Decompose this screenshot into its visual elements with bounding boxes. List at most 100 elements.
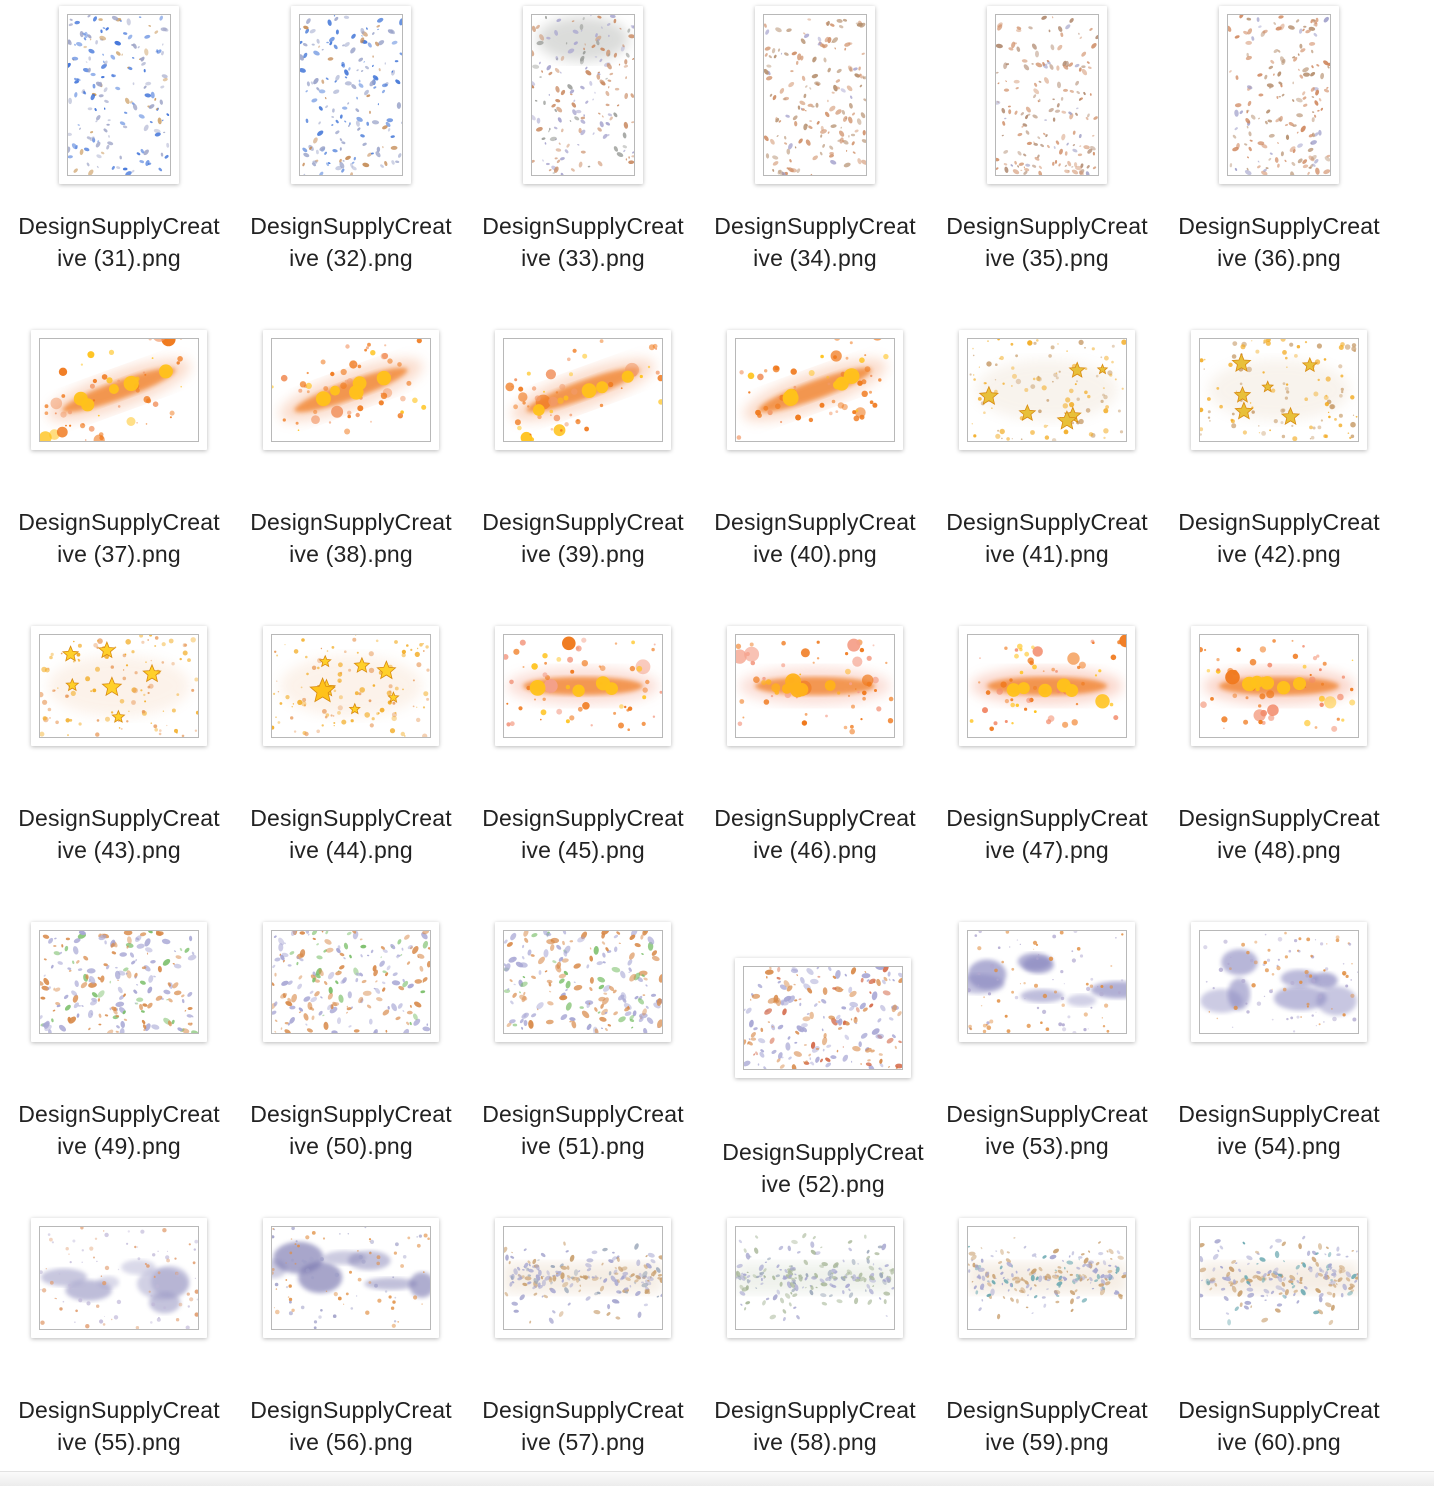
file-item[interactable]: DesignSupplyCreat ive (40).png — [699, 296, 931, 592]
file-thumbnail[interactable] — [495, 922, 671, 1042]
file-item[interactable]: DesignSupplyCreat ive (46).png — [699, 592, 931, 888]
file-thumbnail[interactable] — [727, 330, 903, 450]
file-item[interactable]: DesignSupplyCreat ive (31).png — [3, 0, 235, 296]
file-item[interactable]: DesignSupplyCreat ive (57).png — [467, 1184, 699, 1480]
file-name-label[interactable]: DesignSupplyCreat ive (60).png — [1163, 1394, 1395, 1458]
file-item[interactable]: DesignSupplyCreat ive (42).png — [1163, 296, 1395, 592]
file-item[interactable]: DesignSupplyCreat ive (49).png — [3, 888, 235, 1184]
file-item[interactable]: DesignSupplyCreat ive (51).png — [467, 888, 699, 1184]
file-item[interactable]: DesignSupplyCreat ive (44).png — [235, 592, 467, 888]
file-item[interactable]: DesignSupplyCreat ive (60).png — [1163, 1184, 1395, 1480]
file-thumbnail[interactable] — [1191, 922, 1367, 1042]
file-item[interactable]: DesignSupplyCreat ive (50).png — [235, 888, 467, 1184]
file-name-label[interactable]: DesignSupplyCreat ive (55).png — [3, 1394, 235, 1458]
file-name-label[interactable]: DesignSupplyCreat ive (43).png — [3, 802, 235, 866]
image-preview — [735, 338, 895, 442]
file-name-label[interactable]: DesignSupplyCreat ive (51).png — [467, 1098, 699, 1162]
file-name-label[interactable]: DesignSupplyCreat ive (34).png — [699, 210, 931, 274]
file-name-label[interactable]: DesignSupplyCreat ive (33).png — [467, 210, 699, 274]
file-thumbnail[interactable] — [735, 958, 911, 1078]
file-thumbnail[interactable] — [523, 6, 643, 184]
file-thumbnail[interactable] — [987, 6, 1107, 184]
file-item[interactable]: DesignSupplyCreat ive (35).png — [931, 0, 1163, 296]
file-name-label[interactable]: DesignSupplyCreat ive (37).png — [3, 506, 235, 570]
file-item[interactable]: DesignSupplyCreat ive (36).png — [1163, 0, 1395, 296]
file-thumbnail[interactable] — [263, 626, 439, 746]
file-name-line: ive (41).png — [985, 541, 1109, 567]
file-item[interactable]: DesignSupplyCreat ive (58).png — [699, 1184, 931, 1480]
file-item[interactable]: DesignSupplyCreat ive (39).png — [467, 296, 699, 592]
file-item[interactable]: DesignSupplyCreat ive (38).png — [235, 296, 467, 592]
file-thumbnail[interactable] — [959, 922, 1135, 1042]
file-item[interactable]: DesignSupplyCreat ive (43).png — [3, 592, 235, 888]
file-name-label[interactable]: DesignSupplyCreat ive (54).png — [1163, 1098, 1395, 1162]
file-name-label[interactable]: DesignSupplyCreat ive (45).png — [467, 802, 699, 866]
file-item[interactable]: DesignSupplyCreat ive (45).png — [467, 592, 699, 888]
file-name-label[interactable]: DesignSupplyCreat ive (59).png — [931, 1394, 1163, 1458]
file-item[interactable]: DesignSupplyCreat ive (55).png — [3, 1184, 235, 1480]
file-thumbnail[interactable] — [31, 1218, 207, 1338]
file-item[interactable]: DesignSupplyCreat ive (56).png — [235, 1184, 467, 1480]
image-preview — [1199, 1226, 1359, 1330]
file-thumbnail[interactable] — [1191, 330, 1367, 450]
file-item[interactable]: DesignSupplyCreat ive (33).png — [467, 0, 699, 296]
file-thumbnail[interactable] — [755, 6, 875, 184]
file-item[interactable]: DesignSupplyCreat ive (52).png — [699, 888, 931, 1197]
file-thumbnail[interactable] — [495, 330, 671, 450]
file-name-label[interactable]: DesignSupplyCreat ive (49).png — [3, 1098, 235, 1162]
file-item[interactable]: DesignSupplyCreat ive (32).png — [235, 0, 467, 296]
file-name-label[interactable]: DesignSupplyCreat ive (42).png — [1163, 506, 1395, 570]
file-thumbnail[interactable] — [263, 922, 439, 1042]
file-thumbnail[interactable] — [1219, 6, 1339, 184]
file-thumbnail[interactable] — [1191, 626, 1367, 746]
file-thumbnail[interactable] — [1191, 1218, 1367, 1338]
file-name-label[interactable]: DesignSupplyCreat ive (57).png — [467, 1394, 699, 1458]
file-thumbnail[interactable] — [959, 330, 1135, 450]
file-name-label[interactable]: DesignSupplyCreat ive (40).png — [699, 506, 931, 570]
file-item[interactable]: DesignSupplyCreat ive (48).png — [1163, 592, 1395, 888]
file-thumbnail[interactable] — [291, 6, 411, 184]
file-item[interactable]: DesignSupplyCreat ive (37).png — [3, 296, 235, 592]
file-name-line: ive (58).png — [753, 1429, 877, 1455]
file-thumbnail[interactable] — [959, 626, 1135, 746]
file-name-label[interactable]: DesignSupplyCreat ive (48).png — [1163, 802, 1395, 866]
image-preview — [39, 634, 199, 738]
file-thumbnail[interactable] — [31, 922, 207, 1042]
file-name-line: DesignSupplyCreat — [18, 805, 220, 831]
file-name-label[interactable]: DesignSupplyCreat ive (50).png — [235, 1098, 467, 1162]
file-thumbnail[interactable] — [495, 1218, 671, 1338]
file-name-line: ive (60).png — [1217, 1429, 1341, 1455]
file-thumbnail[interactable] — [263, 1218, 439, 1338]
file-thumbnail[interactable] — [959, 1218, 1135, 1338]
file-thumbnail[interactable] — [495, 626, 671, 746]
file-item[interactable]: DesignSupplyCreat ive (53).png — [931, 888, 1163, 1184]
file-thumbnail[interactable] — [263, 330, 439, 450]
file-name-label[interactable]: DesignSupplyCreat ive (52).png — [707, 1136, 939, 1200]
file-item[interactable]: DesignSupplyCreat ive (34).png — [699, 0, 931, 296]
file-thumbnail[interactable] — [727, 626, 903, 746]
file-name-label[interactable]: DesignSupplyCreat ive (31).png — [3, 210, 235, 274]
file-name-line: ive (54).png — [1217, 1133, 1341, 1159]
file-name-label[interactable]: DesignSupplyCreat ive (39).png — [467, 506, 699, 570]
file-thumbnail[interactable] — [59, 6, 179, 184]
file-name-label[interactable]: DesignSupplyCreat ive (35).png — [931, 210, 1163, 274]
file-item[interactable]: DesignSupplyCreat ive (41).png — [931, 296, 1163, 592]
file-thumbnail[interactable] — [31, 626, 207, 746]
file-thumbnail[interactable] — [727, 1218, 903, 1338]
file-name-label[interactable]: DesignSupplyCreat ive (38).png — [235, 506, 467, 570]
file-thumbnail[interactable] — [31, 330, 207, 450]
file-item[interactable]: DesignSupplyCreat ive (47).png — [931, 592, 1163, 888]
file-name-label[interactable]: DesignSupplyCreat ive (41).png — [931, 506, 1163, 570]
file-name-label[interactable]: DesignSupplyCreat ive (32).png — [235, 210, 467, 274]
file-name-label[interactable]: DesignSupplyCreat ive (46).png — [699, 802, 931, 866]
file-item[interactable]: DesignSupplyCreat ive (54).png — [1163, 888, 1395, 1184]
file-name-line: DesignSupplyCreat — [250, 1101, 452, 1127]
image-preview — [967, 634, 1127, 738]
file-name-label[interactable]: DesignSupplyCreat ive (58).png — [699, 1394, 931, 1458]
file-item[interactable]: DesignSupplyCreat ive (59).png — [931, 1184, 1163, 1480]
file-name-label[interactable]: DesignSupplyCreat ive (47).png — [931, 802, 1163, 866]
file-name-label[interactable]: DesignSupplyCreat ive (53).png — [931, 1098, 1163, 1162]
file-name-label[interactable]: DesignSupplyCreat ive (36).png — [1163, 210, 1395, 274]
file-name-label[interactable]: DesignSupplyCreat ive (44).png — [235, 802, 467, 866]
file-name-label[interactable]: DesignSupplyCreat ive (56).png — [235, 1394, 467, 1458]
